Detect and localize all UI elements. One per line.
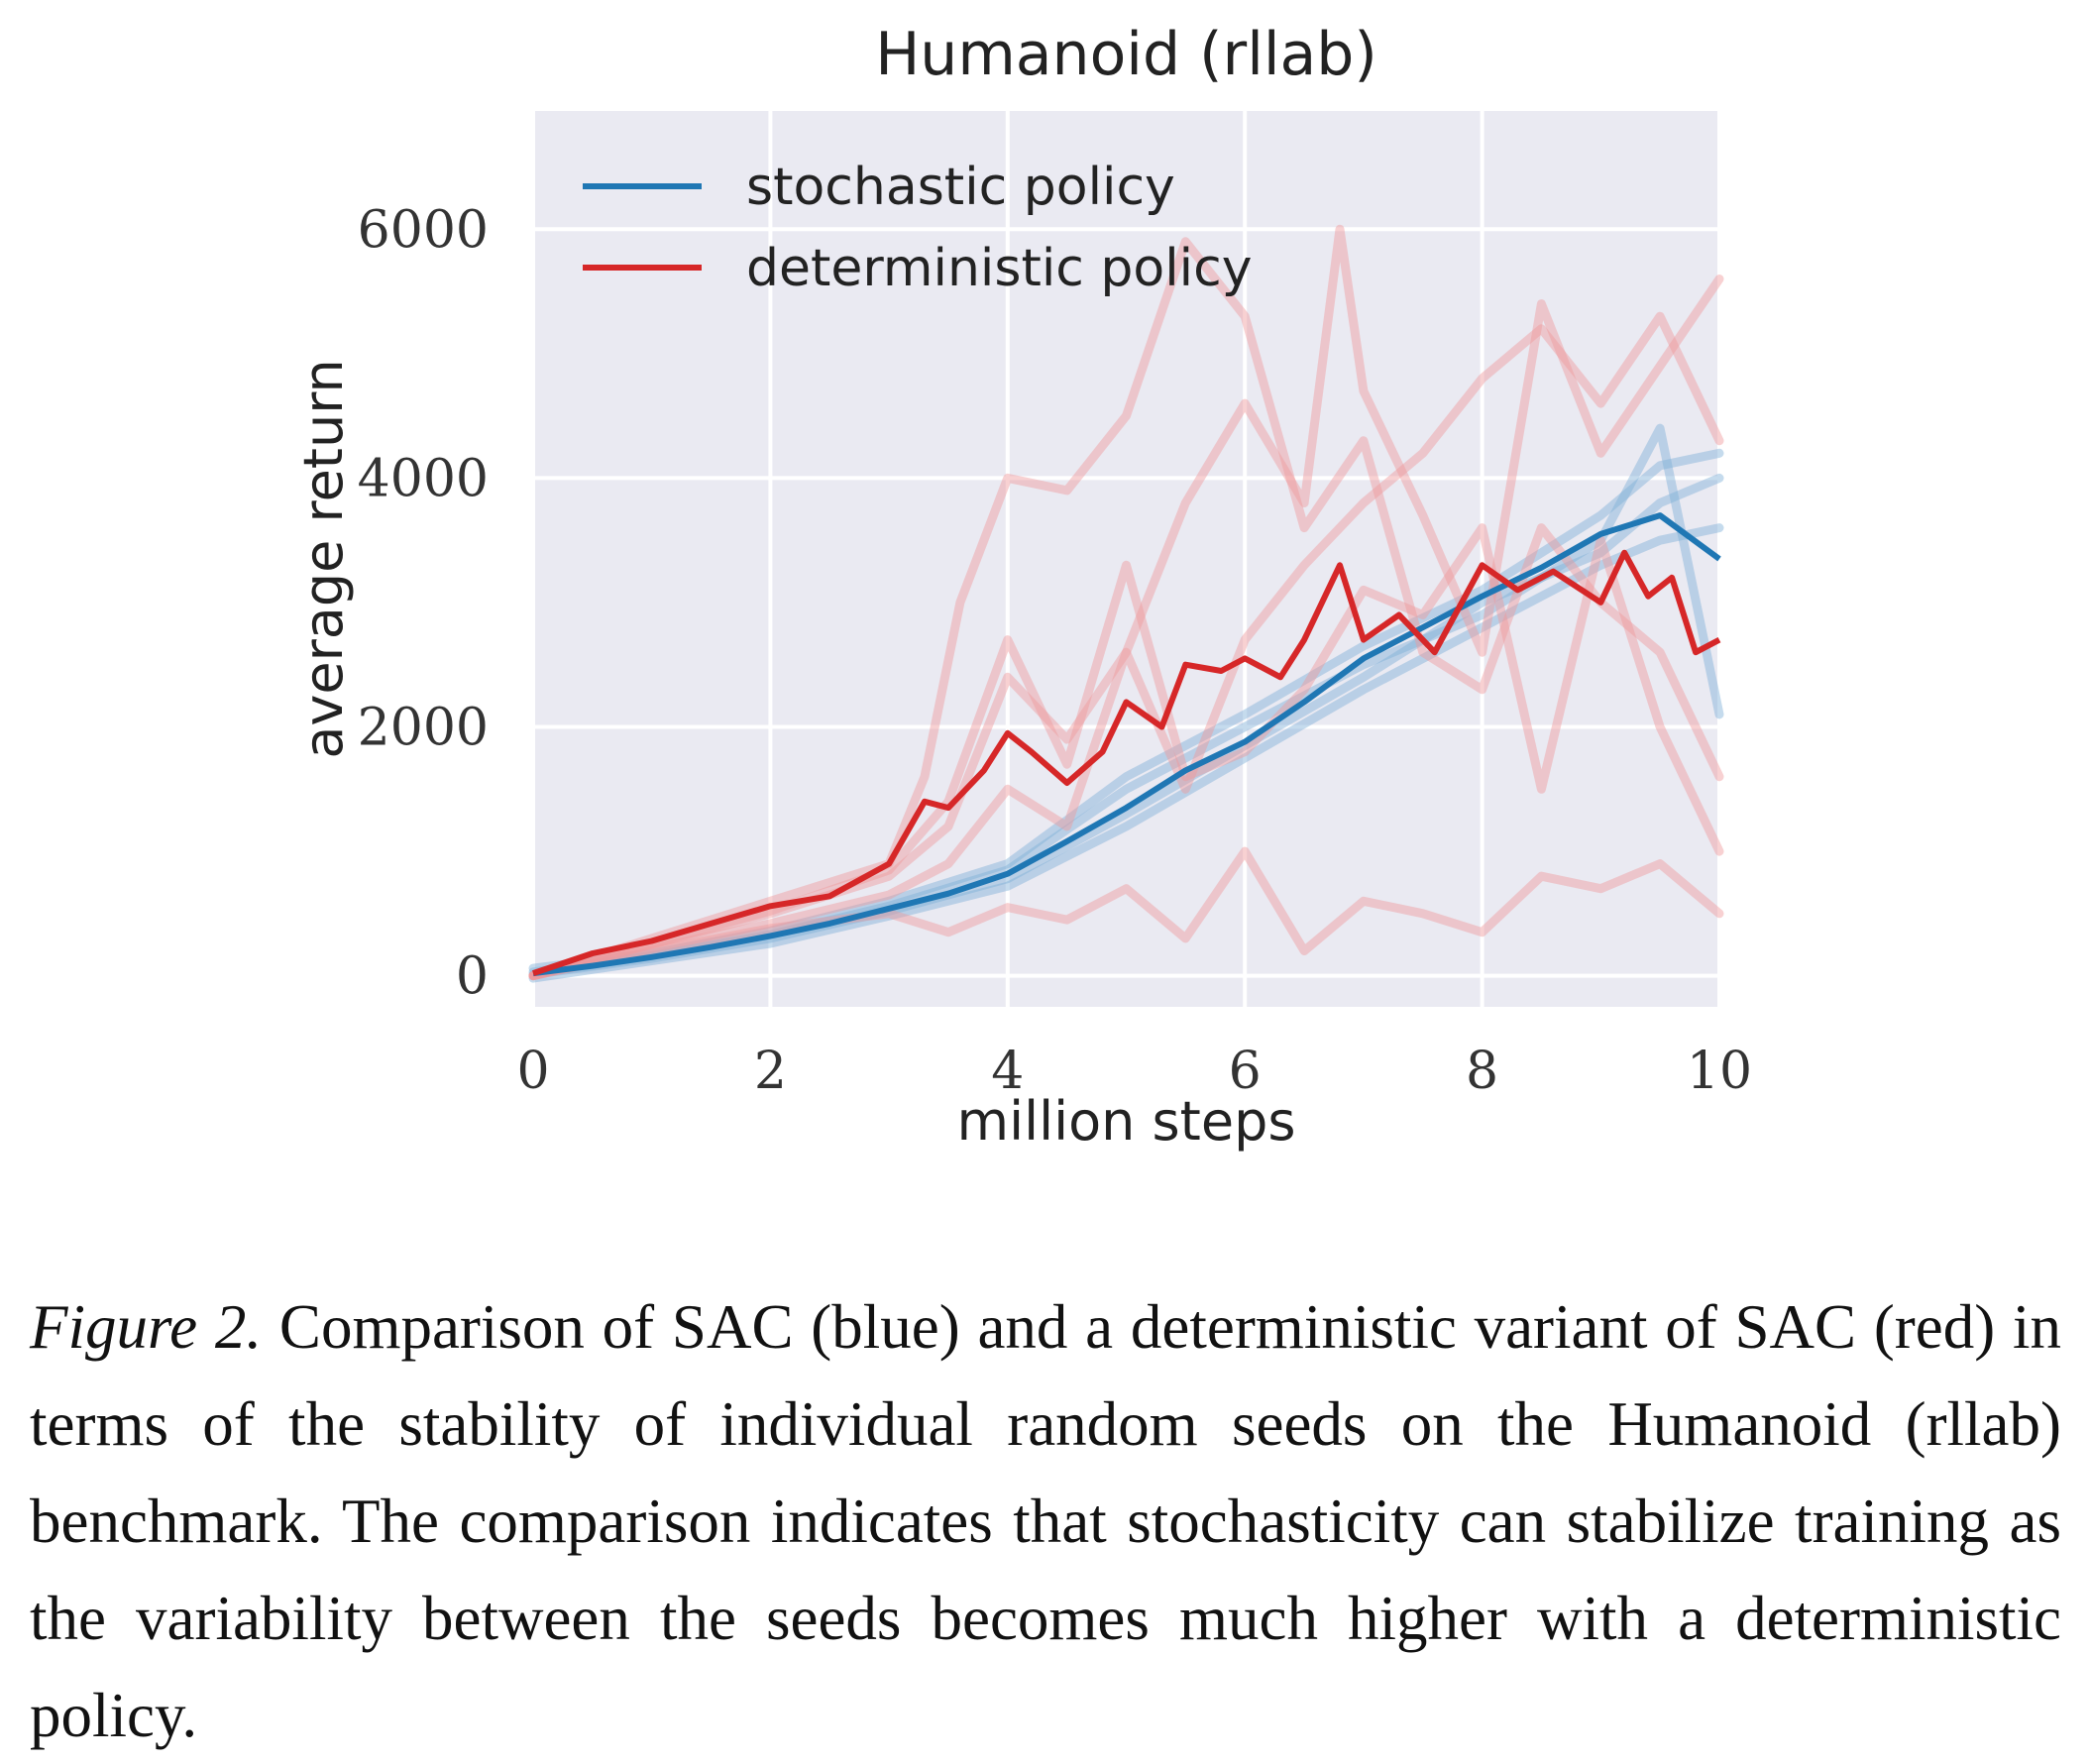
- figure-caption: Figure 2. Comparison of SAC (blue) and a…: [30, 1278, 2061, 1764]
- x-axis-label: million steps: [957, 1090, 1296, 1153]
- x-tick-label: 10: [1687, 1042, 1752, 1101]
- plot-area: [533, 111, 1719, 1007]
- stochastic-mean-line: [532, 512, 1721, 977]
- caption-label: Figure 2.: [30, 1292, 263, 1362]
- x-tick-label: 4: [991, 1042, 1024, 1101]
- line-chart-svg: 0 2 4 6 8 10 0 2000 4000 6000 stochastic policy de…: [292, 20, 1752, 1153]
- y-tick-label: 4000: [358, 449, 489, 508]
- y-axis-label: average return: [292, 359, 355, 758]
- figure-chart: 0 2 4 6 8 10 0 2000 4000 6000 stochastic policy de…: [292, 20, 1752, 1153]
- chart-title: Humanoid (rllab): [875, 20, 1377, 89]
- x-tick-label: 0: [516, 1042, 549, 1101]
- x-tick-label: 2: [754, 1042, 787, 1101]
- x-tick-label: 8: [1466, 1042, 1498, 1101]
- x-tick-label: 6: [1229, 1042, 1262, 1101]
- legend-label: stochastic policy: [746, 158, 1175, 217]
- legend: stochastic policy deterministic policy: [583, 158, 1252, 298]
- caption-text: Comparison of SAC (blue) and a determini…: [30, 1292, 2061, 1750]
- mean-curves: [532, 512, 1721, 977]
- axis-ticks: 0 2 4 6 8 10 0 2000 4000 6000: [358, 200, 1752, 1101]
- seed-line-7: [528, 311, 1724, 981]
- seed-line-2: [528, 523, 1724, 983]
- seed-line-6: [528, 224, 1724, 981]
- legend-label: deterministic policy: [746, 239, 1252, 298]
- y-tick-label: 6000: [358, 200, 489, 260]
- y-tick-label: 2000: [358, 699, 489, 758]
- y-tick-label: 0: [456, 947, 489, 1007]
- deterministic-mean-line: [532, 549, 1721, 976]
- seed-line-1: [528, 448, 1724, 973]
